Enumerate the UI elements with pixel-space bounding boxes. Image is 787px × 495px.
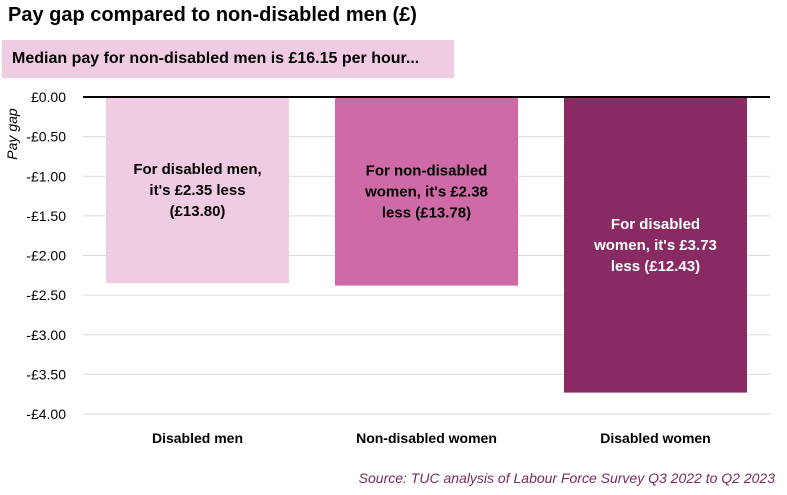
y-tick-label: -£1.00 (26, 168, 66, 184)
subtitle-banner: Median pay for non-disabled men is £16.1… (2, 40, 454, 78)
bar-data-label: For disabled men, (133, 161, 261, 178)
y-tick-label: -£2.50 (26, 287, 66, 303)
subtitle-text: Median pay for non-disabled men is £16.1… (12, 50, 420, 67)
bar (106, 97, 289, 284)
bar-data-label: (£13.80) (170, 203, 226, 220)
bar-data-label: less (£12.43) (611, 258, 700, 275)
y-tick-label: -£0.50 (26, 129, 66, 145)
x-category-label: Disabled women (600, 430, 710, 446)
x-category-label: Non-disabled women (356, 430, 497, 446)
y-tick-label: -£3.50 (26, 366, 66, 382)
bar (335, 97, 518, 286)
x-axis-categories: Disabled men Non-disabled women Disabled w… (152, 430, 711, 446)
y-tick-label: £0.00 (31, 89, 66, 105)
bar-data-label: For disabled (611, 216, 700, 233)
bar-data-label: For non-disabled (366, 162, 488, 179)
y-tick-label: -£1.50 (26, 208, 66, 224)
chart-title: Pay gap compared to non-disabled men (£) (8, 4, 417, 26)
bar-data-label: women, it's £2.38 (364, 183, 488, 200)
y-axis-ticks: £0.00 -£0.50 -£1.00 -£1.50 -£2.00 -£2.50 -£3.0… (26, 89, 66, 422)
bar (564, 97, 747, 393)
y-tick-label: -£2.00 (26, 248, 66, 264)
bars: For disabled men, it's £2.35 less (£13.80)… (106, 97, 747, 393)
y-tick-label: -£3.00 (26, 327, 66, 343)
bar-data-label: women, it's £3.73 (593, 237, 717, 254)
x-category-label: Disabled men (152, 430, 243, 446)
source-note: Source: TUC analysis of Labour Force Sur… (358, 470, 775, 486)
bar-data-label: it's £2.35 less (149, 182, 245, 199)
bar-data-label: less (£13.78) (382, 204, 471, 221)
y-tick-label: -£4.00 (26, 406, 66, 422)
